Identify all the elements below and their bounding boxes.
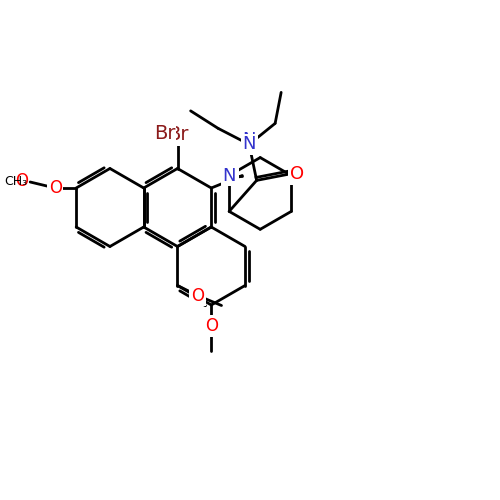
Text: O: O: [290, 166, 304, 184]
Text: CH₃: CH₃: [4, 174, 28, 188]
Text: O: O: [205, 317, 218, 335]
Text: N: N: [242, 132, 256, 150]
Text: N: N: [224, 164, 237, 182]
Text: O: O: [290, 166, 304, 184]
Text: O: O: [48, 179, 62, 197]
Text: N: N: [242, 136, 256, 154]
Text: Br: Br: [154, 124, 176, 143]
Text: O: O: [14, 172, 28, 190]
Text: N: N: [222, 166, 236, 184]
Text: O: O: [48, 179, 62, 197]
Text: O: O: [191, 286, 204, 304]
Text: Br: Br: [167, 126, 188, 144]
